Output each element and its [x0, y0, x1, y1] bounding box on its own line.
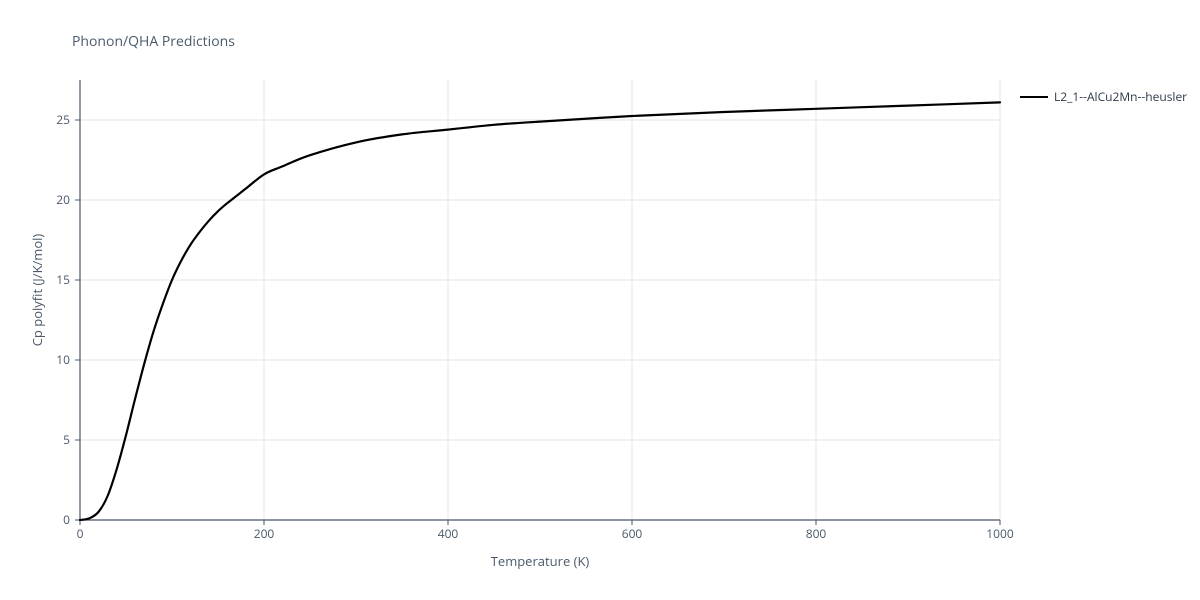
svg-text:20: 20: [56, 191, 70, 208]
svg-text:25: 25: [56, 111, 70, 128]
y-axis-label: Cp polyfit (J/K/mol): [28, 210, 46, 370]
svg-text:200: 200: [254, 525, 275, 542]
legend-label: L2_1--AlCu2Mn--heusler: [1054, 88, 1187, 105]
legend: L2_1--AlCu2Mn--heusler: [1020, 88, 1187, 105]
chart-title: Phonon/QHA Predictions: [72, 32, 235, 51]
svg-text:1000: 1000: [986, 525, 1014, 542]
chart-container: Phonon/QHA Predictions 02004006008001000…: [0, 0, 1200, 600]
x-axis-label: Temperature (K): [480, 552, 600, 570]
svg-text:5: 5: [63, 431, 70, 448]
svg-text:0: 0: [63, 511, 70, 528]
svg-text:15: 15: [56, 271, 70, 288]
svg-text:600: 600: [622, 525, 643, 542]
svg-text:800: 800: [806, 525, 827, 542]
svg-text:400: 400: [438, 525, 459, 542]
legend-swatch: [1020, 96, 1048, 98]
svg-text:0: 0: [77, 525, 84, 542]
svg-text:10: 10: [56, 351, 70, 368]
